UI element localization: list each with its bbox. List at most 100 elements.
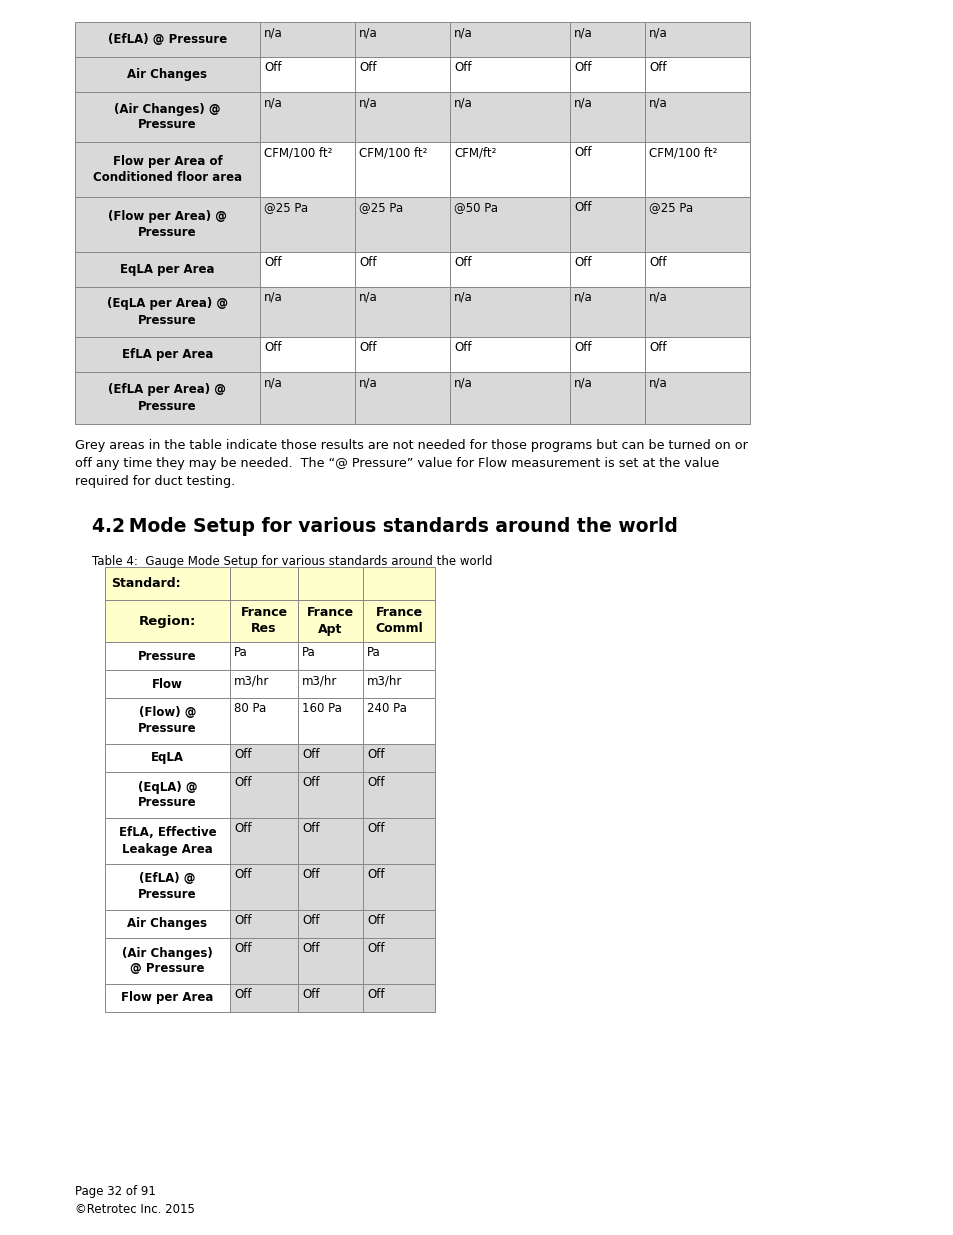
Bar (355, 252, 450, 287)
Text: n/a: n/a (574, 375, 592, 389)
Text: n/a: n/a (648, 375, 667, 389)
Bar (363, 910, 435, 939)
Text: @25 Pa: @25 Pa (264, 201, 308, 214)
Bar (297, 818, 363, 864)
Text: (Air Changes) @
Pressure: (Air Changes) @ Pressure (114, 103, 220, 131)
Text: Flow per Area: Flow per Area (121, 992, 213, 1004)
Text: Off: Off (233, 868, 252, 881)
Text: Off: Off (302, 823, 319, 835)
Text: Off: Off (648, 61, 666, 74)
Text: Page 32 of 91
©Retrotec Inc. 2015: Page 32 of 91 ©Retrotec Inc. 2015 (75, 1186, 194, 1216)
Text: Off: Off (302, 868, 319, 881)
Text: Off: Off (233, 748, 252, 761)
Text: m3/hr: m3/hr (233, 674, 269, 687)
Text: Off: Off (454, 256, 471, 269)
Bar (363, 642, 435, 671)
Bar (105, 984, 230, 1011)
Bar (260, 22, 355, 57)
Bar (450, 252, 569, 287)
Text: n/a: n/a (454, 96, 473, 109)
Text: Off: Off (233, 988, 252, 1002)
Text: Pa: Pa (367, 646, 380, 659)
Bar (644, 57, 749, 91)
Bar (105, 671, 230, 698)
Text: n/a: n/a (574, 96, 592, 109)
Text: Flow: Flow (152, 678, 183, 690)
Text: 80 Pa: 80 Pa (233, 701, 266, 715)
Bar (230, 818, 297, 864)
Text: 160 Pa: 160 Pa (302, 701, 341, 715)
Bar (260, 372, 355, 424)
Text: Pa: Pa (302, 646, 315, 659)
Text: Off: Off (574, 61, 591, 74)
Bar (569, 337, 644, 372)
Bar (105, 939, 230, 984)
Text: Table 4:  Gauge Mode Setup for various standards around the world: Table 4: Gauge Mode Setup for various st… (91, 555, 492, 568)
Text: n/a: n/a (454, 291, 473, 304)
Text: (EfLA) @ Pressure: (EfLA) @ Pressure (108, 33, 227, 46)
Text: CFM/100 ft²: CFM/100 ft² (264, 146, 332, 159)
Bar (363, 939, 435, 984)
Bar (260, 198, 355, 252)
Bar (644, 287, 749, 337)
Text: 240 Pa: 240 Pa (367, 701, 406, 715)
Text: Flow per Area of
Conditioned floor area: Flow per Area of Conditioned floor area (92, 156, 242, 184)
Text: n/a: n/a (648, 96, 667, 109)
Bar (105, 567, 230, 600)
Bar (105, 600, 230, 642)
Bar (230, 642, 297, 671)
Text: Off: Off (648, 256, 666, 269)
Text: CFM/100 ft²: CFM/100 ft² (648, 146, 717, 159)
Bar (363, 772, 435, 818)
Text: @50 Pa: @50 Pa (454, 201, 497, 214)
Bar (297, 698, 363, 743)
Bar (363, 600, 435, 642)
Bar (644, 142, 749, 198)
Text: n/a: n/a (648, 291, 667, 304)
Text: Off: Off (233, 823, 252, 835)
Text: @25 Pa: @25 Pa (648, 201, 693, 214)
Bar (297, 864, 363, 910)
Bar (105, 864, 230, 910)
Bar (105, 698, 230, 743)
Text: n/a: n/a (454, 26, 473, 40)
Bar (105, 818, 230, 864)
Text: Off: Off (367, 748, 384, 761)
Bar (644, 22, 749, 57)
Bar (75, 91, 260, 142)
Bar (644, 198, 749, 252)
Bar (569, 57, 644, 91)
Text: m3/hr: m3/hr (302, 674, 337, 687)
Text: France
Res: France Res (240, 606, 287, 636)
Text: Off: Off (648, 341, 666, 354)
Bar (230, 567, 297, 600)
Bar (230, 772, 297, 818)
Text: 4.2 Mode Setup for various standards around the world: 4.2 Mode Setup for various standards aro… (91, 517, 678, 536)
Text: (Air Changes)
@ Pressure: (Air Changes) @ Pressure (122, 946, 213, 976)
Text: m3/hr: m3/hr (367, 674, 402, 687)
Text: Off: Off (367, 942, 384, 955)
Bar (260, 91, 355, 142)
Text: Off: Off (233, 776, 252, 789)
Text: Off: Off (264, 341, 281, 354)
Text: Off: Off (574, 341, 591, 354)
Bar (230, 910, 297, 939)
Text: (Flow per Area) @
Pressure: (Flow per Area) @ Pressure (108, 210, 227, 240)
Bar (75, 57, 260, 91)
Text: Off: Off (233, 942, 252, 955)
Text: Standard:: Standard: (111, 577, 180, 590)
Text: n/a: n/a (574, 26, 592, 40)
Bar (297, 600, 363, 642)
Bar (75, 142, 260, 198)
Bar (75, 287, 260, 337)
Bar (644, 337, 749, 372)
Text: Off: Off (302, 942, 319, 955)
Text: Pa: Pa (233, 646, 248, 659)
Text: Off: Off (574, 146, 591, 159)
Bar (450, 91, 569, 142)
Bar (363, 567, 435, 600)
Text: @25 Pa: @25 Pa (358, 201, 403, 214)
Text: (EfLA per Area) @
Pressure: (EfLA per Area) @ Pressure (109, 384, 226, 412)
Text: n/a: n/a (264, 291, 282, 304)
Text: (EqLA) @
Pressure: (EqLA) @ Pressure (137, 781, 197, 809)
